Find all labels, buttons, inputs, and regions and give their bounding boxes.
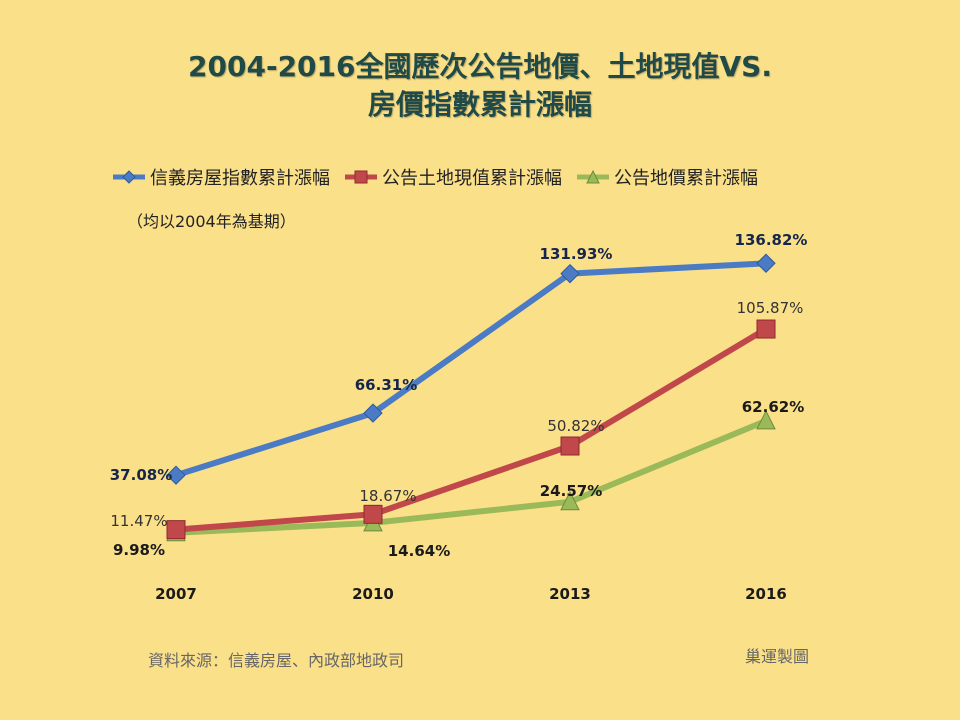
legend-label-blue: 信義房屋指數累計漲幅 (150, 168, 330, 189)
maker-credit: 巢運製圖 (745, 647, 810, 666)
legend-item-red: 公告土地現值累計漲幅 (344, 164, 562, 190)
chart-title-line-1: 2004-2016全國歷次公告地價、土地現值VS. (188, 50, 772, 83)
point-red-2013 (560, 436, 580, 456)
point-blue-2013 (560, 263, 580, 284)
legend-item-blue: 信義房屋指數累計漲幅 (112, 164, 330, 190)
legend-item-green: 公告地價累計漲幅 (576, 164, 758, 190)
data-label-s1-2013: 50.82% (547, 417, 604, 435)
x-tick-label-2013: 2013 (549, 585, 591, 603)
point-green-2013 (560, 490, 580, 511)
data-label-s2-2010: 14.64% (388, 542, 450, 560)
series-line-1 (173, 326, 769, 533)
chart-legend: 信義房屋指數累計漲幅 公告土地現值累計漲幅 公告地價累計漲幅 (112, 163, 772, 191)
series-line-0 (173, 260, 769, 479)
data-label-s2-2007: 9.98% (113, 541, 165, 559)
baseline-note: （均以2004年為基期） (127, 212, 296, 231)
chart-title-line-2: 房價指數累計漲幅 (367, 88, 592, 121)
point-red-2010 (363, 504, 383, 524)
x-tick-label-2016: 2016 (745, 585, 787, 603)
x-tick-label-2010: 2010 (352, 585, 394, 603)
data-label-s1-2010: 18.67% (359, 487, 416, 505)
legend-label-red: 公告土地現值累計漲幅 (382, 168, 562, 189)
data-label-s0-2013: 131.93% (540, 245, 613, 263)
point-green-2016 (756, 409, 776, 430)
series-line-2 (173, 417, 769, 536)
data-label-s2-2013: 24.57% (540, 482, 602, 500)
point-red-2007 (166, 520, 186, 540)
data-label-s0-2016: 136.82% (735, 231, 808, 249)
point-blue-2016 (756, 253, 776, 273)
data-label-s1-2007: 11.47% (110, 512, 167, 530)
point-blue-2010 (363, 403, 383, 423)
point-blue-2007 (166, 465, 186, 485)
data-label-s0-2010: 66.31% (355, 376, 417, 394)
legend-diamond-icon (113, 170, 145, 184)
legend-label-green: 公告地價累計漲幅 (614, 168, 758, 189)
data-label-s0-2007: 37.08% (110, 466, 172, 484)
legend-triangle-icon (577, 170, 609, 184)
data-label-s1-2016: 105.87% (737, 299, 804, 317)
legend-square-icon (345, 170, 377, 184)
source-note: 資料來源：信義房屋、內政部地政司 (148, 651, 405, 670)
x-tick-label-2007: 2007 (155, 585, 197, 603)
data-label-s2-2016: 62.62% (742, 398, 804, 416)
point-red-2016 (756, 319, 776, 339)
